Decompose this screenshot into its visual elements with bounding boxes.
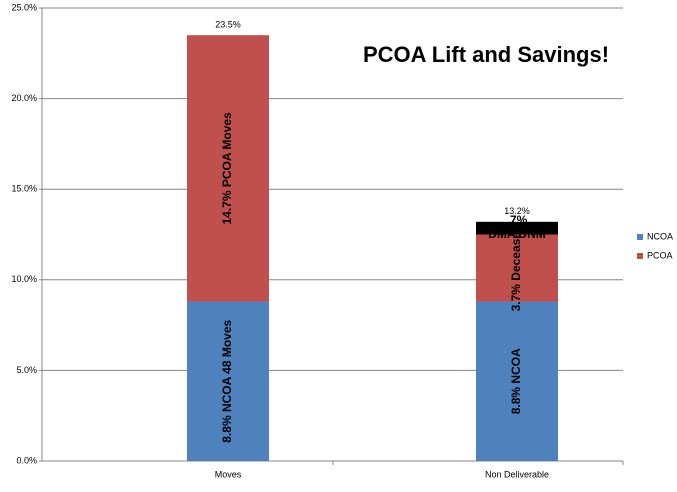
segment-label: 3.7% Deceased	[509, 225, 523, 312]
x-tick-label: Non Deliverable	[485, 469, 549, 479]
segment-label: .7% DMA DNM	[488, 213, 546, 241]
bar-segment	[187, 35, 269, 302]
segment-label-line: DMA DNM	[488, 227, 546, 241]
legend-swatch	[637, 234, 643, 240]
y-tick-label: 25.0%	[11, 2, 37, 12]
segment-label: 8.8% NCOA 48 Moves	[220, 319, 234, 442]
bar-segment	[476, 234, 558, 302]
y-tick-label: 5.0%	[16, 365, 37, 375]
y-tick-label: 0.0%	[16, 455, 37, 465]
segment-label: 14.7% PCOA Moves	[220, 112, 234, 225]
legend-label: NCOA	[647, 231, 673, 241]
segment-label: 8.8% NCOA	[509, 348, 523, 414]
segment-label-line: .7%	[507, 213, 528, 227]
total-label: 23.5%	[215, 20, 241, 30]
y-tick-label: 10.0%	[11, 274, 37, 284]
y-tick-label: 20.0%	[11, 93, 37, 103]
y-tick-label: 15.0%	[11, 184, 37, 194]
chart-title: PCOA Lift and Savings!	[363, 42, 609, 67]
legend-label: PCOA	[647, 250, 673, 260]
bar-segment	[187, 301, 269, 461]
legend-swatch	[637, 253, 643, 259]
bar-segment	[476, 301, 558, 461]
total-label: 13.2%	[504, 206, 530, 216]
bar-segment	[476, 221, 558, 235]
x-tick-label: Moves	[215, 469, 242, 479]
